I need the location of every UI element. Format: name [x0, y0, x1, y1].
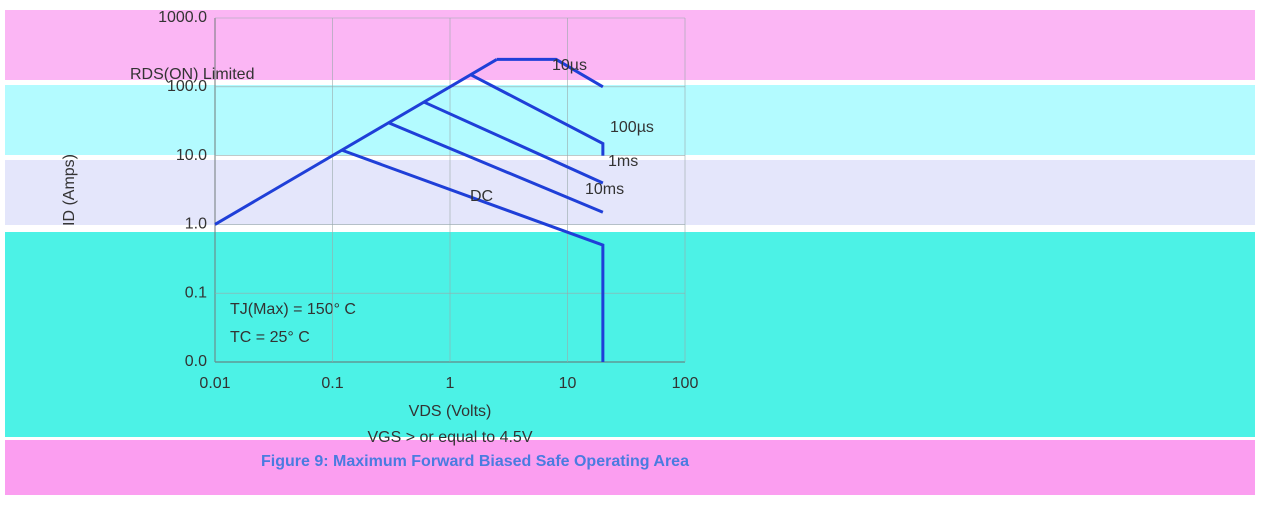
series-line — [469, 73, 605, 156]
series-label: DC — [470, 188, 493, 205]
series-line — [341, 148, 605, 362]
band — [5, 232, 1255, 437]
x-tick-label: 100 — [672, 375, 699, 392]
y-tick-label: 10.0 — [176, 147, 207, 164]
annotation: TC = 25° C — [230, 329, 310, 346]
band — [5, 10, 1255, 80]
x-tick-label: 0.01 — [199, 375, 230, 392]
series-line — [214, 58, 498, 226]
series-line — [423, 100, 604, 185]
series-line — [387, 121, 604, 214]
series-label: 1ms — [608, 153, 638, 170]
y-tick-label: 1000.0 — [158, 9, 207, 26]
series-line — [496, 57, 604, 89]
x-tick-label: 1 — [446, 375, 455, 392]
series-label: RDS(ON) Limited — [130, 66, 254, 83]
y-tick-label: 0.0 — [185, 353, 207, 370]
band — [5, 440, 1255, 495]
x-axis-label: VDS (Volts) — [409, 403, 492, 420]
y-tick-label: 100.0 — [167, 78, 207, 95]
x-tick-label: 0.1 — [321, 375, 343, 392]
y-tick-label: 1.0 — [185, 216, 207, 233]
x-tick-label: 10 — [559, 375, 577, 392]
annotation: VGS > or equal to 4.5V — [368, 429, 533, 446]
y-axis-label: ID (Amps) — [61, 154, 78, 226]
chart-title: Figure 9: Maximum Forward Biased Safe Op… — [261, 453, 689, 470]
band — [5, 160, 1255, 225]
y-tick-label: 0.1 — [185, 284, 207, 301]
series-label: 10µs — [552, 57, 587, 74]
annotation: TJ(Max) = 150° C — [230, 301, 356, 318]
series-label: 100µs — [610, 119, 654, 136]
series-label: 10ms — [585, 181, 624, 198]
band — [5, 85, 1255, 155]
